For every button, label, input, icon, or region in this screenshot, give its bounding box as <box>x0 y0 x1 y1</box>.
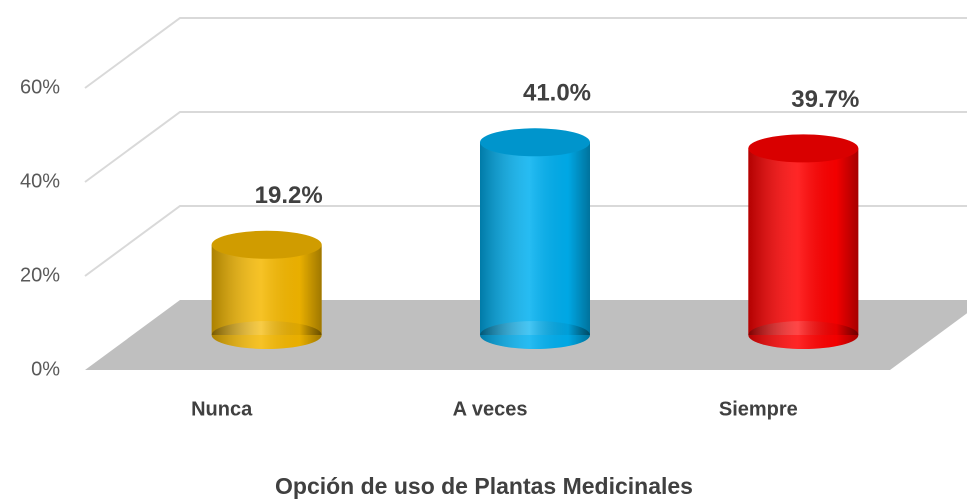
bar-top-shade <box>748 134 859 163</box>
grid-line <box>84 17 967 89</box>
x-tick-label: Nunca <box>191 398 253 420</box>
y-tick-label: 0% <box>31 358 60 380</box>
bar-top <box>748 134 859 163</box>
y-tick-label: 20% <box>20 264 60 286</box>
bar-shade <box>211 244 322 335</box>
bar-shade <box>748 148 859 335</box>
bar-shade <box>480 142 590 335</box>
bar-top <box>211 230 322 259</box>
x-axis-title: Opción de uso de Plantas Medicinales <box>275 473 693 499</box>
grid-line <box>84 111 967 183</box>
grid-line <box>84 205 967 277</box>
value-label: 19.2% <box>255 182 323 209</box>
bar-top <box>480 128 590 157</box>
y-tick-label: 60% <box>20 76 60 98</box>
x-tick-label: Siempre <box>719 398 798 420</box>
bar-top-shade <box>211 230 322 259</box>
bar-top-shade <box>480 128 590 157</box>
value-label: 39.7% <box>791 86 859 113</box>
y-tick-label: 40% <box>20 170 60 192</box>
value-label: 41.0% <box>523 80 591 107</box>
x-tick-label: A veces <box>453 398 528 420</box>
